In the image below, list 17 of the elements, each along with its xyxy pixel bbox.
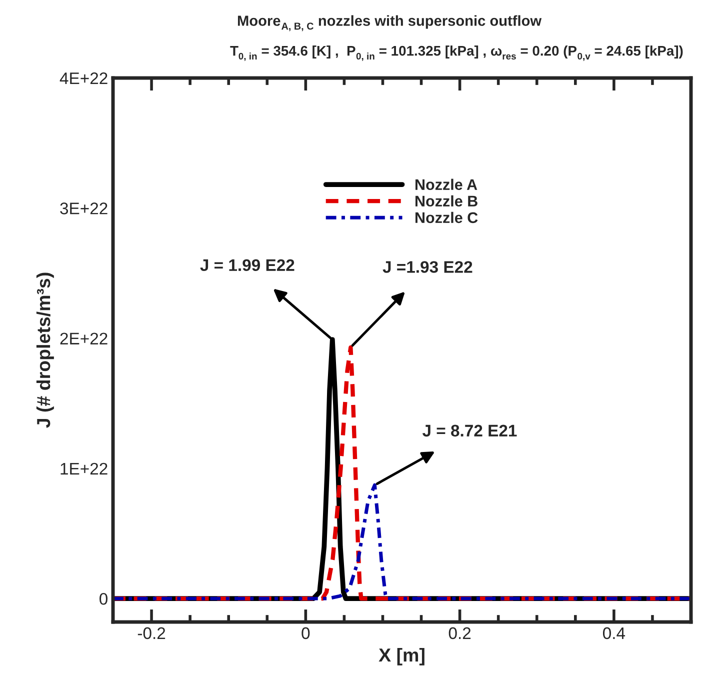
- legend-label: Nozzle C: [415, 212, 478, 224]
- annotation: J = 1.99 E22: [200, 259, 294, 272]
- y-tick-label: 2E+22: [60, 332, 108, 344]
- annotation: J =1.93 E22: [382, 261, 472, 273]
- y-tick-label: 0: [100, 592, 108, 605]
- y-tick-label: 1E+22: [60, 462, 108, 474]
- x-tick-label: 0.2: [448, 627, 471, 640]
- x-tick-label: 0: [302, 627, 310, 640]
- y-tick-label: 4E+22: [60, 72, 108, 84]
- y-tick-label: 3E+22: [60, 202, 108, 214]
- x-axis-title: X [m]: [378, 648, 424, 666]
- x-tick-label: -0.2: [138, 627, 166, 640]
- y-axis-title: J (# droplets/m³s): [36, 272, 54, 428]
- x-tick-label: 0.4: [603, 627, 626, 640]
- annotation: J = 8.72 E21: [422, 424, 517, 437]
- legend-label: Nozzle A: [415, 178, 478, 190]
- legend-label: Nozzle B: [415, 195, 478, 207]
